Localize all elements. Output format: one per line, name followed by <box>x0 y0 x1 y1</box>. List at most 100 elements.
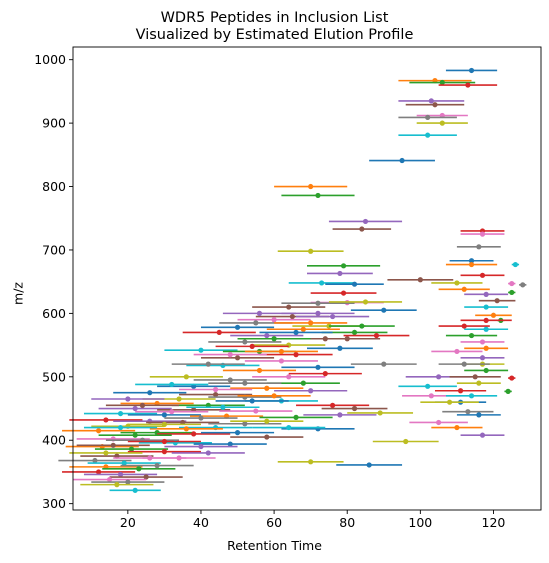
data-point <box>315 300 321 306</box>
peptide-mark <box>83 471 158 478</box>
peptide-mark <box>350 361 417 367</box>
peptide-mark <box>149 374 223 380</box>
peptide-mark <box>307 263 381 269</box>
chart-title-line-2: Visualized by Estimated Elution Profile <box>135 27 414 43</box>
peptide-mark <box>456 380 501 386</box>
peptide-mark <box>504 388 512 394</box>
data-point <box>479 355 486 361</box>
peptide-mark <box>237 393 311 399</box>
peptide-mark <box>83 424 158 431</box>
data-point <box>509 280 515 287</box>
peptide-mark <box>120 463 194 469</box>
peptide-mark <box>475 312 512 318</box>
peptide-mark <box>135 409 209 415</box>
data-point <box>176 455 182 461</box>
data-point <box>454 424 460 431</box>
peptide-mark <box>98 432 172 438</box>
data-point <box>366 462 372 468</box>
peptide-mark <box>252 374 326 380</box>
y-tick-label: 600 <box>42 306 66 321</box>
data-point <box>198 443 204 450</box>
y-tick-label: 500 <box>42 369 66 384</box>
data-point <box>271 393 277 399</box>
peptide-mark <box>87 460 161 466</box>
data-point <box>439 120 445 126</box>
y-tick-label: 1000 <box>34 52 66 67</box>
peptide-mark <box>431 348 483 355</box>
y-tick-label: 900 <box>42 116 66 131</box>
data-point <box>95 469 102 475</box>
data-point <box>136 466 142 472</box>
data-point <box>479 339 486 345</box>
data-point <box>468 261 475 268</box>
data-point <box>359 323 365 329</box>
data-point <box>227 352 233 358</box>
data-point <box>293 414 299 420</box>
data-point <box>161 421 168 427</box>
peptide-mark <box>460 317 512 323</box>
peptide-mark <box>438 361 490 367</box>
data-point <box>483 326 489 332</box>
data-point <box>308 388 314 394</box>
peptide-mark <box>277 248 344 254</box>
data-point <box>468 332 475 339</box>
peptide-mark <box>296 402 370 408</box>
data-point <box>512 261 519 268</box>
peptide-mark <box>69 450 143 456</box>
peptide-mark <box>281 300 355 306</box>
peptide-mark <box>230 385 304 391</box>
peptide-mark <box>449 374 501 380</box>
peptide-mark <box>200 355 275 361</box>
data-point <box>300 326 306 332</box>
peptide-mark <box>456 412 501 418</box>
peptide-mark <box>109 487 161 493</box>
data-point <box>308 183 314 190</box>
data-point <box>454 280 460 286</box>
data-point <box>476 412 482 418</box>
data-point <box>454 348 460 355</box>
data-point <box>121 460 127 466</box>
data-point <box>329 313 336 320</box>
data-point <box>278 348 285 355</box>
data-point <box>417 277 423 283</box>
peptide-mark <box>252 424 326 431</box>
peptide-mark <box>127 412 201 418</box>
data-point <box>191 431 197 437</box>
data-point <box>479 272 486 278</box>
peptide-mark <box>135 381 209 388</box>
peptide-mark <box>445 393 498 399</box>
data-point <box>337 345 343 351</box>
peptide-mark <box>179 386 253 393</box>
peptide-mark <box>409 79 476 86</box>
data-point <box>446 399 453 405</box>
y-tick-label: 300 <box>42 496 66 511</box>
data-point <box>143 474 149 480</box>
peptide-mark <box>105 402 180 408</box>
peptide-mark <box>186 404 260 410</box>
data-point <box>253 408 259 414</box>
data-point <box>161 412 168 418</box>
data-point <box>461 323 467 329</box>
data-point <box>483 304 489 310</box>
data-point <box>125 479 131 485</box>
chart-title-line-1: WDR5 Peptides in Inclusion List <box>160 10 389 26</box>
data-point <box>139 402 146 408</box>
peptide-mark <box>219 408 293 414</box>
data-point <box>256 367 263 374</box>
data-point <box>161 438 168 445</box>
peptide-mark <box>127 449 201 455</box>
peptide-mark <box>460 432 505 438</box>
data-point <box>212 391 219 398</box>
data-point <box>132 405 138 412</box>
data-point <box>183 374 189 380</box>
peptide-mark <box>288 280 355 286</box>
peptide-mark <box>102 466 176 472</box>
peptide-mark <box>171 361 245 367</box>
data-point <box>403 438 409 445</box>
data-point <box>362 299 369 305</box>
data-point <box>439 79 445 86</box>
peptide-mark <box>464 304 509 310</box>
peptide-mark <box>325 281 384 287</box>
peptide-mark <box>127 421 201 427</box>
